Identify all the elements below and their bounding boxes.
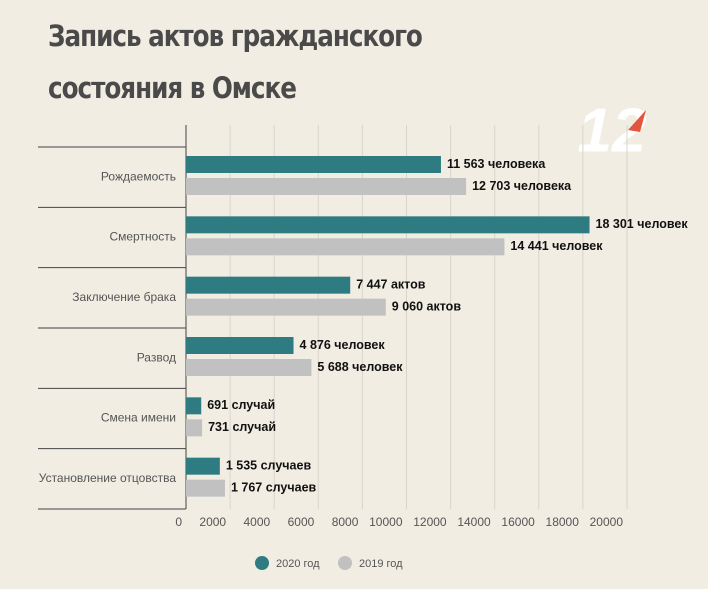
value-label: 5 688 человек [317, 360, 403, 374]
value-label: 691 случай [207, 398, 275, 412]
y-tick-label: Развод [137, 350, 176, 364]
x-tick-label: 16000 [501, 515, 535, 529]
legend-marker [338, 556, 352, 570]
bar [186, 178, 467, 195]
chart-title: Запись актов гражданского состояния в Ом… [48, 19, 423, 105]
value-label: 1 767 случаев [231, 480, 317, 494]
y-tick-label: Установление отцовства [39, 471, 177, 485]
bar [186, 298, 386, 316]
bar [186, 276, 351, 294]
bar [186, 238, 505, 256]
bar [186, 156, 441, 173]
value-label: 18 301 человек [596, 217, 689, 231]
x-tick-label: 2000 [199, 515, 226, 529]
x-tick-label: 4000 [243, 515, 270, 529]
value-label: 14 441 человек [510, 239, 603, 253]
value-label: 731 случай [208, 420, 276, 434]
bar [186, 457, 220, 475]
value-label: 1 535 случаев [226, 458, 312, 472]
bar [186, 359, 312, 376]
value-label: 7 447 актов [356, 277, 426, 291]
y-tick-label: Рождаемость [101, 169, 176, 183]
bar [186, 397, 202, 415]
legend-marker [255, 556, 269, 570]
bar [186, 216, 590, 234]
x-tick-label: 20000 [590, 515, 624, 529]
x-tick-label: 0 [175, 515, 182, 529]
x-tick-label: 12000 [413, 515, 447, 529]
x-tick-label: 10000 [369, 515, 403, 529]
value-label: 11 563 человека [447, 157, 546, 171]
legend-label: 2019 год [359, 558, 403, 570]
x-tick-label: 6000 [288, 515, 315, 529]
legend-label: 2020 год [276, 558, 320, 570]
bar [186, 419, 203, 437]
y-tick-label: Смертность [109, 230, 176, 244]
x-tick-label: 18000 [546, 515, 580, 529]
value-label: 9 060 актов [392, 299, 462, 313]
x-tick-label: 8000 [332, 515, 359, 529]
y-tick-label: Заключение брака [72, 290, 176, 304]
logo-accent [628, 110, 646, 132]
value-label: 12 703 человека [472, 179, 572, 193]
bar [186, 479, 225, 497]
y-tick-label: Смена имени [101, 411, 176, 425]
value-label: 4 876 человек [300, 338, 386, 352]
bar [186, 337, 294, 354]
x-tick-label: 14000 [457, 515, 491, 529]
